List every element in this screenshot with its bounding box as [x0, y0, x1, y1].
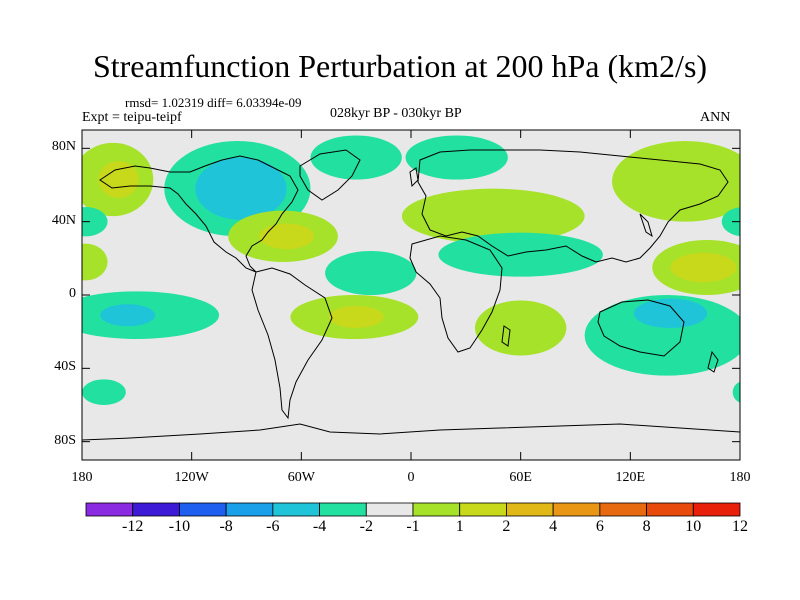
- colorbar-swatch-3: [225, 502, 274, 517]
- colorbar-label: 10: [685, 518, 702, 535]
- contour-region-5: [259, 223, 315, 250]
- contour-region-21: [474, 300, 567, 356]
- contour-region-11: [721, 207, 740, 237]
- contour-region-8: [401, 188, 585, 244]
- coastline-madagascar: [501, 325, 511, 347]
- colorbar-label: 1: [455, 518, 464, 535]
- colorbar-label: 2: [502, 518, 511, 535]
- contour-region-7: [405, 135, 508, 180]
- colorbar-label: -8: [219, 518, 233, 535]
- y-tick-label: 40N: [51, 212, 76, 228]
- colorbar-swatch-9: [506, 502, 554, 517]
- colorbar-label: 8: [642, 518, 651, 535]
- coastline-south-america: [251, 267, 333, 420]
- x-tick-label: 120E: [615, 470, 646, 485]
- coastline-australia: [597, 299, 685, 357]
- colorbar-swatch-1: [132, 502, 180, 517]
- x-tick-label: 0: [407, 470, 415, 485]
- colorbar-swatch-12: [646, 502, 694, 517]
- axis-ticks: [81, 130, 741, 460]
- colorbar-label: -6: [266, 518, 280, 535]
- contour-region-1: [98, 161, 139, 198]
- x-tick-label: 60W: [287, 470, 315, 485]
- colorbar-label: 6: [595, 518, 604, 535]
- coastline-new-zealand: [707, 350, 719, 373]
- coastline-africa: [409, 235, 503, 353]
- coastline-north-america: [99, 155, 299, 273]
- coastline-layer: [82, 149, 740, 441]
- y-tick-label: 80S: [54, 432, 76, 448]
- contour-region-13: [438, 232, 603, 277]
- colorbar: [85, 502, 741, 517]
- y-tick-label: 40S: [54, 359, 76, 375]
- contour-region-20: [328, 306, 384, 328]
- contour-region-10: [82, 207, 108, 237]
- colorbar-swatch-4: [272, 502, 320, 517]
- contour-region-14: [82, 243, 108, 281]
- experiment-label: Expt = teipu-teipf: [82, 110, 182, 125]
- contour-region-3: [195, 157, 287, 220]
- colorbar-label: -1: [406, 518, 420, 535]
- contour-region-23: [633, 298, 708, 329]
- colorbar-label: 4: [549, 518, 558, 535]
- x-tick-label: 60E: [509, 470, 532, 485]
- contour-region-25: [732, 381, 740, 403]
- contour-region-16: [670, 252, 737, 283]
- colorbar-label: -12: [122, 518, 144, 535]
- colorbar-label: -10: [168, 518, 191, 535]
- chart-title: Streamfunction Perturbation at 200 hPa (…: [92, 48, 708, 84]
- period-label: 028kyr BP - 030kyr BP: [330, 106, 462, 121]
- coastline-japan: [639, 213, 653, 238]
- season-label: ANN: [700, 110, 731, 125]
- colorbar-swatch-7: [412, 502, 461, 517]
- coastline-eurasia: [417, 149, 729, 263]
- contour-region-18: [100, 304, 156, 327]
- coastline-uk: [409, 167, 419, 188]
- colorbar-swatch-13: [692, 502, 741, 517]
- x-tick-label: 180: [71, 470, 93, 485]
- colorbar-label: 12: [732, 518, 748, 535]
- colorbar-swatch-6: [365, 502, 414, 517]
- contour-region-9: [612, 141, 740, 222]
- y-tick-label: 0: [69, 286, 76, 301]
- x-tick-label: 120W: [174, 470, 209, 485]
- colorbar-swatch-8: [459, 502, 507, 517]
- contour-region-12: [325, 251, 417, 295]
- colorbar-swatch-10: [552, 502, 601, 517]
- colorbar-swatch-11: [599, 502, 647, 517]
- contour-region-24: [82, 379, 126, 405]
- colorbar-swatch-0: [85, 502, 134, 517]
- colorbar-label: -4: [312, 518, 327, 535]
- y-tick-label: 80N: [51, 139, 76, 155]
- coastline-greenland: [299, 149, 361, 201]
- colorbar-swatch-2: [179, 502, 227, 517]
- colorbar-label: -2: [359, 518, 373, 535]
- coastline-antarctica: [82, 423, 740, 441]
- x-tick-label: 180: [729, 470, 751, 485]
- stats-text: rmsd= 1.02319 diff= 6.03394e-09: [125, 95, 302, 110]
- colorbar-swatch-5: [319, 502, 367, 517]
